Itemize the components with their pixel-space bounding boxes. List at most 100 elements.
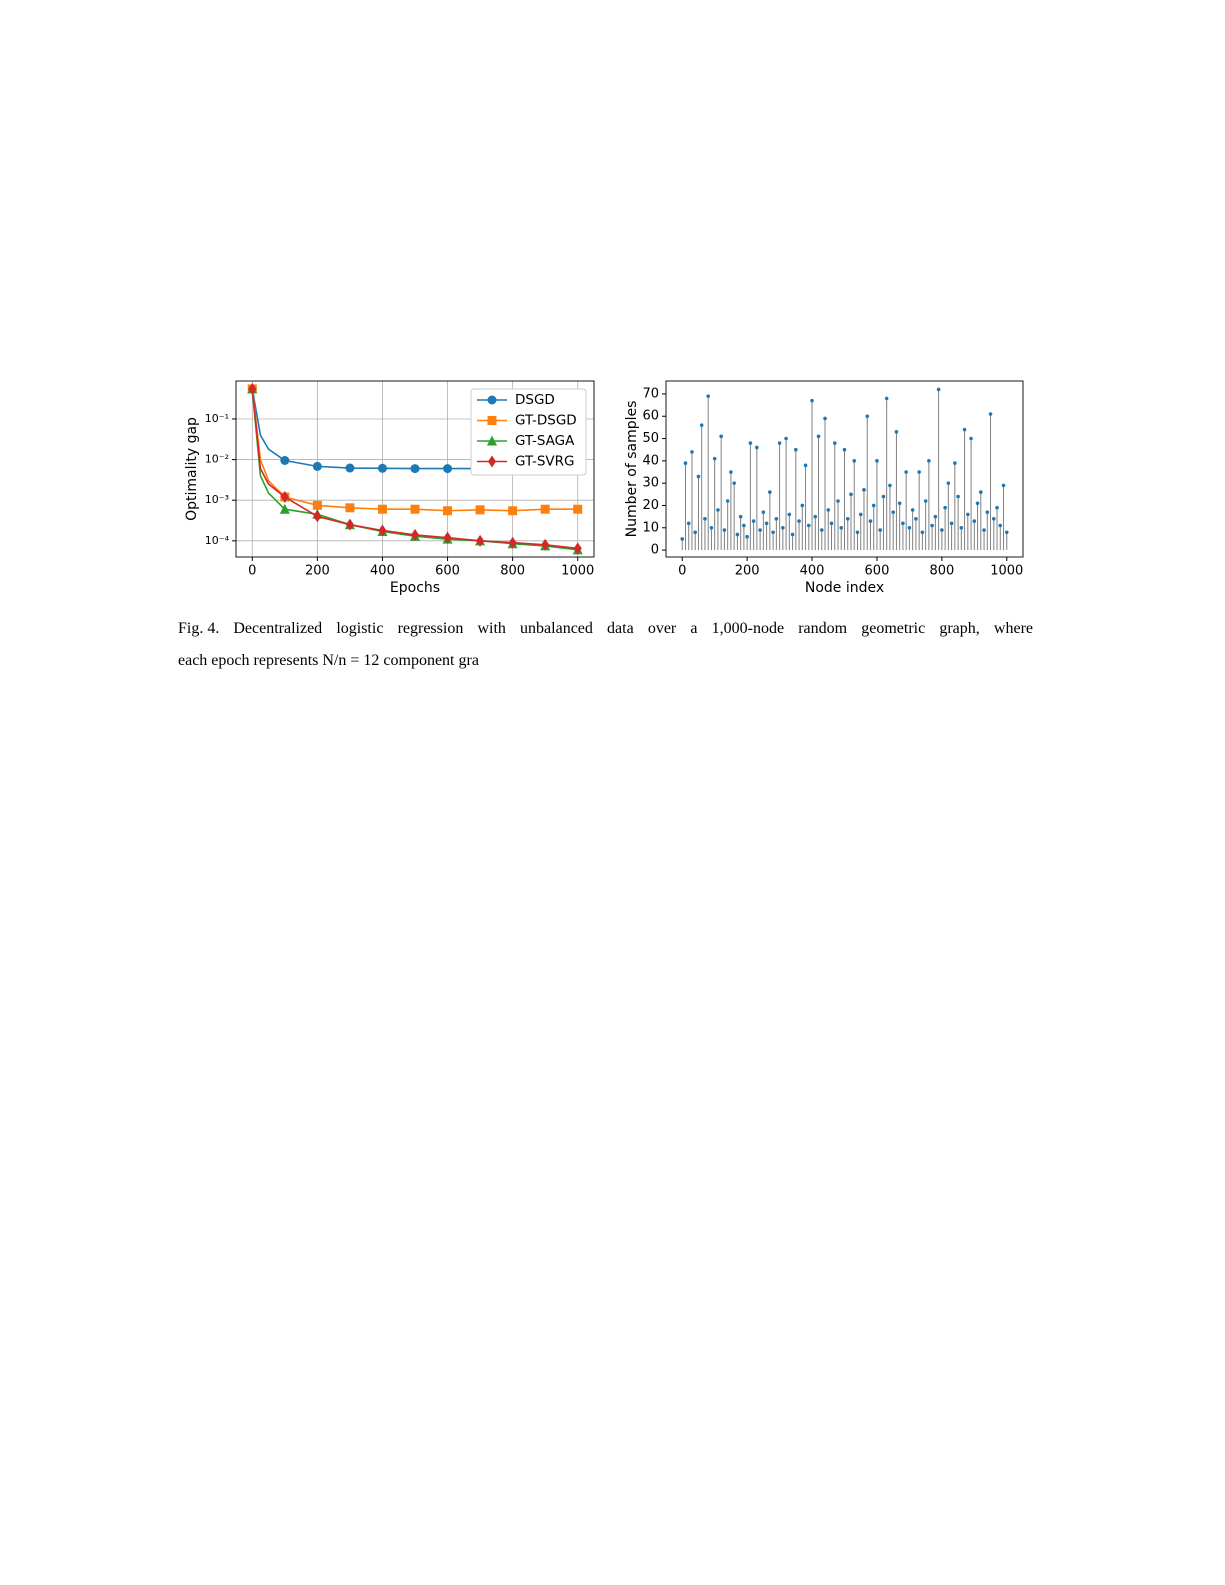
marker — [443, 531, 452, 544]
stem-head — [703, 517, 707, 521]
marker — [508, 506, 518, 516]
legend-label: GT-DSGD — [515, 413, 577, 429]
stem-head — [781, 525, 785, 530]
stem-head — [985, 510, 990, 514]
stem-head — [836, 499, 840, 503]
legend-label: DSGD — [515, 392, 555, 408]
marker — [488, 455, 496, 468]
stem-head — [940, 528, 944, 532]
stem-head — [894, 430, 899, 434]
x-tick-label: 400 — [370, 564, 395, 579]
marker — [411, 528, 419, 541]
stem-head — [946, 481, 951, 485]
stem-head — [991, 517, 996, 521]
stem-head — [891, 510, 895, 514]
stem-head — [732, 481, 736, 485]
y-axis-label: Number of samples — [624, 401, 640, 538]
stem-head — [852, 459, 857, 463]
stem-head — [917, 470, 921, 474]
legend-label: GT-SAGA — [515, 433, 575, 449]
stem-head — [969, 436, 973, 441]
stem-head — [839, 525, 844, 530]
stem-head — [995, 505, 999, 510]
stem-head — [901, 521, 905, 526]
stem-head — [927, 459, 931, 463]
stem-head — [768, 490, 772, 494]
stem-head — [683, 461, 688, 465]
stem-head — [706, 394, 710, 398]
stem-head — [888, 483, 892, 488]
y-tick-label: 70 — [642, 386, 659, 401]
stem-head — [862, 488, 866, 492]
caption-line: each epoch represents N/n = 12 component… — [178, 652, 479, 669]
x-axis-label: Epochs — [390, 580, 440, 596]
caption-label: Fig. 4. — [178, 620, 220, 637]
marker — [345, 463, 355, 473]
stem-head — [884, 396, 889, 401]
stem-head — [845, 517, 850, 521]
stem-head — [858, 512, 863, 517]
marker — [312, 500, 322, 510]
stem-head — [953, 461, 957, 465]
plot-frame — [665, 380, 1024, 558]
stem-head — [722, 528, 727, 532]
marker — [443, 464, 453, 474]
x-tick-label: 0 — [678, 564, 686, 579]
stem-head — [774, 517, 779, 521]
stem-head — [758, 528, 762, 532]
stem-head — [914, 517, 918, 521]
stem-head — [949, 521, 954, 526]
y-tick-label: 10⁻³ — [205, 493, 229, 506]
marker — [377, 504, 387, 514]
stem-head — [975, 501, 980, 506]
stem-head — [787, 512, 792, 517]
y-tick-label: 10 — [642, 520, 659, 535]
marker — [280, 490, 289, 503]
stem-head — [807, 523, 811, 528]
marker — [378, 524, 387, 537]
stem-head — [956, 494, 960, 499]
stem-head — [735, 532, 740, 537]
x-tick-label: 600 — [865, 564, 890, 579]
marker — [475, 505, 485, 515]
y-tick-label: 30 — [642, 476, 659, 491]
stem-head — [686, 521, 691, 526]
stem-head — [868, 519, 873, 523]
stem-head — [816, 434, 821, 439]
stem-head — [709, 525, 714, 530]
stem-head — [972, 519, 977, 523]
stem-head — [982, 528, 986, 532]
stem-head — [794, 447, 798, 452]
stem-head — [790, 532, 795, 537]
stem-head — [943, 505, 947, 510]
stem-head — [826, 508, 831, 512]
y-tick-label: 0 — [651, 543, 659, 558]
marker — [280, 455, 290, 465]
x-tick-label: 200 — [735, 564, 760, 579]
y-tick-label: 40 — [642, 453, 659, 468]
x-tick-label: 800 — [500, 564, 525, 579]
stem-head — [933, 514, 938, 519]
stem-head — [745, 534, 749, 539]
marker — [443, 506, 453, 516]
legend-box — [470, 388, 587, 476]
stem-head — [699, 423, 704, 427]
y-tick-label: 10⁻¹ — [205, 412, 229, 425]
stem-head — [865, 414, 870, 419]
stem-head — [771, 530, 775, 535]
stem-head — [920, 530, 925, 535]
stem-head — [871, 503, 876, 508]
marker — [410, 504, 420, 514]
stem-head — [962, 427, 967, 432]
stem-head — [832, 441, 837, 445]
stem-head — [742, 523, 746, 528]
stem-head — [729, 470, 733, 474]
stem-head — [923, 499, 928, 503]
marker — [573, 504, 583, 514]
marker — [312, 461, 322, 471]
marker — [508, 536, 517, 549]
caption-line: Fig. 4. Decentralized logistic regression… — [178, 620, 1033, 638]
stem-head — [764, 521, 769, 526]
y-tick-label: 20 — [642, 498, 659, 513]
